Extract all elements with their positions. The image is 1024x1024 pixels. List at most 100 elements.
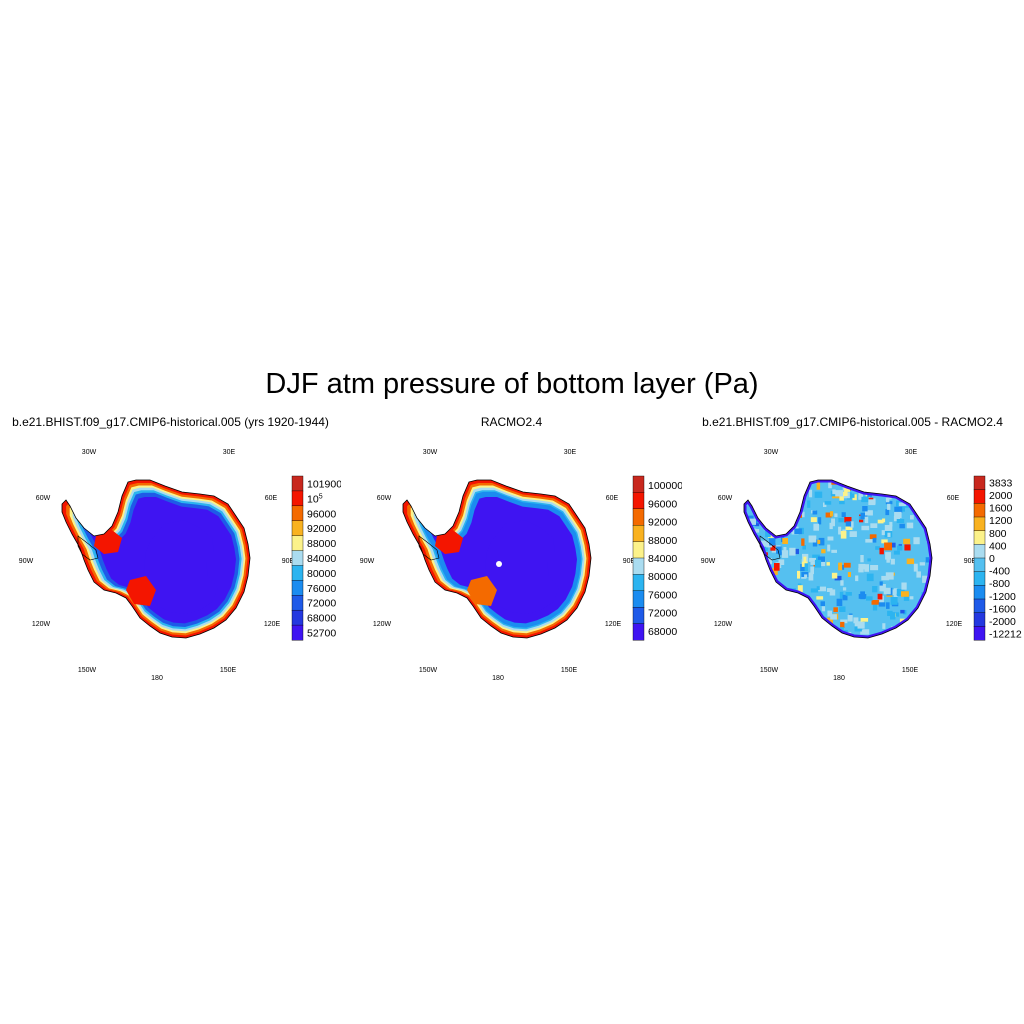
longitude-label: 60W [36,495,51,502]
colorbar-label: 84000 [307,553,336,565]
colorbar-swatch [291,505,304,522]
longitude-label: 90E [623,558,636,565]
colorbar-label: 96000 [648,498,677,510]
colorbar-swatch [291,490,304,507]
colorbar-label: 92000 [648,517,677,529]
panel-difference: b.e21.BHIST.f09_g17.CMIP6-historical.005… [682,414,1023,684]
longitude-label: 150E [902,667,919,674]
colorbar-label: 100000 [648,480,682,492]
colorbar-label: 105 [307,493,323,505]
longitude-label: 150E [561,667,578,674]
colorbar: 38332000160012008004000-400-800-1200-160… [973,475,1022,641]
longitude-label: 150W [419,667,438,674]
longitude-label: 120E [605,621,622,628]
colorbar-swatch [291,520,304,537]
longitude-label: 150W [760,667,779,674]
longitude-label: 180 [833,675,845,682]
panel-racmo: RACMO2.4 30W 30E 60W 60E 90W 90E 120W 120E 150W 1… [341,414,682,684]
colorbar-swatch [632,606,645,625]
polar-map: 30W 30E 60W 60E 90W 90E 120W 120E 150W 150E 180 101… [19,449,341,682]
colorbar-label: 2000 [989,490,1013,502]
colorbar-label: -2000 [989,616,1016,628]
colorbar-label: 1200 [989,515,1013,527]
colorbar: 101900 105 96000 92000 88000 84000 80000 76000 7… [291,475,341,641]
colorbar-swatch [632,557,645,575]
longitude-label: 90W [360,558,375,565]
longitude-label: 90W [19,558,34,565]
colorbar-swatch [973,530,986,545]
colorbar-label: 68000 [307,613,336,625]
colorbar-label: 72000 [648,608,677,620]
longitude-label: 120W [32,621,51,628]
longitude-label: 180 [151,675,163,682]
colorbar-swatch [291,565,304,581]
longitude-label: 60E [606,495,619,502]
colorbar-label: 96000 [307,508,336,520]
colorbar-swatch [632,508,645,526]
panel-model: b.e21.BHIST.f09_g17.CMIP6-historical.005… [0,414,341,684]
colorbar-swatch [291,580,304,596]
longitude-label: 60E [265,495,278,502]
colorbar-label: 3833 [989,477,1013,489]
longitude-label: 30W [82,449,97,456]
colorbar-label: -800 [989,578,1010,590]
colorbar-label: 0 [989,553,995,565]
colorbar-label: 88000 [648,535,677,547]
colorbar-label: 400 [989,540,1007,552]
colorbar-swatch [973,503,986,518]
longitude-label: 150W [78,667,97,674]
longitude-label: 120W [373,621,392,628]
colorbar-swatch [973,544,986,559]
colorbar-swatch [973,585,986,600]
longitude-label: 30W [764,449,779,456]
longitude-label: 60E [947,495,960,502]
panel-title: b.e21.BHIST.f09_g17.CMIP6-historical.005… [12,415,329,429]
longitude-label: 120E [264,621,281,628]
colorbar-swatch [291,624,304,641]
longitude-label: 30E [564,449,577,456]
colorbar: 100000 96000 92000 88000 84000 80000 76000 7200… [632,475,682,641]
colorbar-label: 80000 [648,571,677,583]
longitude-label: 60W [377,495,392,502]
colorbar-swatch [291,595,304,611]
longitude-label: 150E [220,667,237,674]
colorbar-label: -1600 [989,604,1016,616]
colorbar-swatch [632,541,645,559]
colorbar-swatch [973,612,986,627]
panel-title: RACMO2.4 [480,415,543,429]
longitude-label: 120E [946,621,963,628]
colorbar-swatch [973,516,986,532]
colorbar-swatch [632,524,645,543]
colorbar-label: -12212 [989,629,1022,641]
colorbar-label: 88000 [307,538,336,550]
colorbar-label: 52700 [307,628,336,640]
colorbar-label: 76000 [648,589,677,601]
colorbar-swatch [291,535,304,552]
longitude-label: 60W [718,495,733,502]
colorbar-swatch [973,598,986,614]
pressure-field [403,480,591,638]
colorbar-label: 76000 [307,583,336,595]
longitude-label: 90W [701,558,716,565]
colorbar-swatch [632,574,645,592]
colorbar-label: 1600 [989,503,1013,515]
polar-map: 30W 30E 60W 60E 90W 90E 120W 120E 150W 150E 180 100… [360,449,682,682]
figure-title: DJF atm pressure of bottom layer (Pa) [265,368,759,400]
colorbar-label: 68000 [648,626,677,638]
colorbar-label: 84000 [648,553,677,565]
colorbar-label: 101900 [307,479,341,491]
colorbar-swatch [973,626,986,641]
colorbar-label: 92000 [307,523,336,535]
longitude-label: 30E [905,449,918,456]
colorbar-label: -400 [989,566,1010,578]
colorbar-swatch [632,590,645,608]
panel-title: b.e21.BHIST.f09_g17.CMIP6-historical.005… [702,415,1003,429]
coastline [743,479,933,639]
longitude-label: 30W [423,449,438,456]
pressure-field [744,480,932,638]
longitude-label: 30E [223,449,236,456]
colorbar-swatch [973,475,986,491]
longitude-label: 180 [492,675,504,682]
longitude-label: 90E [282,558,295,565]
colorbar-swatch [973,489,986,504]
